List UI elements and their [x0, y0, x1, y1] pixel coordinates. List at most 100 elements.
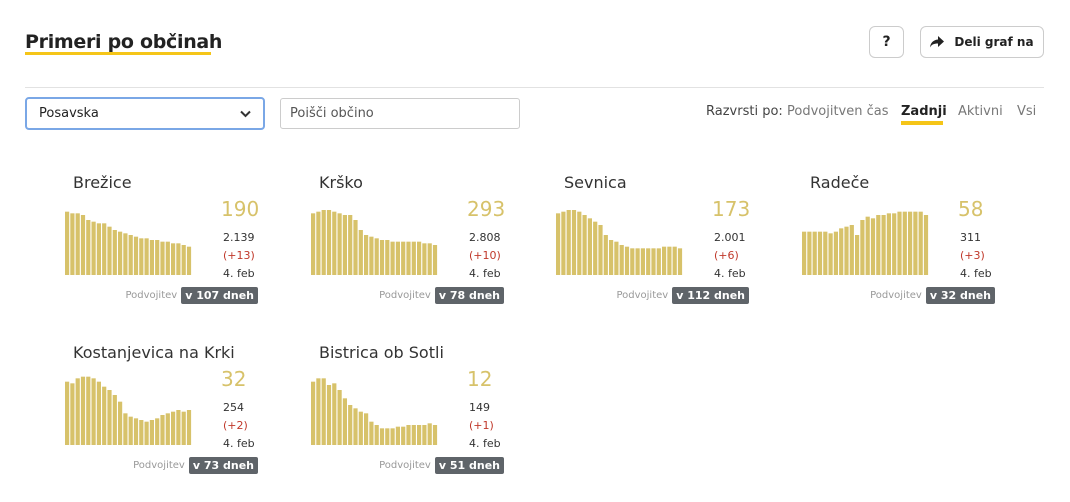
sparkline-bar — [651, 248, 656, 275]
sparkline-bar — [102, 223, 107, 275]
sparkline-bar — [817, 231, 823, 275]
sparkline-bar — [913, 211, 918, 275]
sparkline-bar — [833, 231, 838, 275]
municipality-name: Krško — [319, 173, 363, 192]
sparkline-bar — [886, 213, 891, 275]
doubling-badge: v 32 dneh — [925, 287, 995, 304]
municipality-card[interactable]: Bistrica ob Sotli 12 149 (+1) 4. feb Pod… — [311, 343, 559, 493]
sparkline-bar — [348, 215, 353, 275]
sparkline-bar — [379, 240, 385, 275]
sparkline-bar — [155, 418, 160, 445]
sparkline-bar — [102, 386, 107, 445]
sparkline-bar — [118, 231, 123, 275]
help-button[interactable]: ? — [869, 26, 904, 58]
doubling-info: Podvojitev v 73 dneh — [73, 457, 258, 474]
sparkline-bar — [128, 235, 133, 275]
municipality-card[interactable]: Brežice 190 2.139 (+13) 4. feb Podvojite… — [65, 173, 313, 323]
sparkline-bar — [65, 211, 70, 275]
sparkline-bar — [427, 423, 432, 445]
municipality-card[interactable]: Sevnica 173 2.001 (+6) 4. feb Podvojitev… — [556, 173, 804, 323]
sparkline-bar — [432, 245, 438, 275]
sparkline-bar — [427, 243, 432, 275]
sparkline-bar — [186, 410, 192, 445]
sparkline-bar — [390, 428, 395, 445]
municipality-card[interactable]: Radeče 58 311 (+3) 4. feb Podvojitev v 3… — [802, 173, 1050, 323]
sparkline-bar — [417, 241, 422, 275]
sparkline-bar — [401, 426, 406, 445]
latest-date: 4. feb — [960, 267, 992, 280]
sparkline-bar — [107, 226, 112, 275]
sparkline-bar — [656, 248, 661, 275]
sparkline-bar — [181, 411, 186, 445]
sparkline-bar — [897, 211, 902, 275]
region-select[interactable]: Posavska — [25, 97, 265, 130]
sparkline-bar — [566, 210, 571, 275]
sparkline-bar — [326, 385, 332, 445]
sparkline-bar — [411, 425, 416, 445]
municipality-name: Kostanjevica na Krki — [73, 343, 235, 362]
doubling-label: Podvojitev — [870, 290, 922, 301]
sparkline-bar — [892, 213, 897, 275]
sparkline-bar — [316, 211, 321, 275]
share-button[interactable]: Deli graf na — [920, 26, 1044, 58]
doubling-label: Podvojitev — [616, 290, 669, 301]
sort-option-active[interactable]: Aktivni — [958, 104, 1003, 119]
sparkline-bar — [577, 211, 582, 275]
sparkline-bar — [635, 248, 640, 275]
sparkline-bar — [70, 383, 75, 445]
total-cases: 2.808 — [469, 231, 501, 244]
sparkline-bar — [123, 233, 128, 275]
sparkline-bar — [160, 415, 165, 445]
sparkline-bar — [624, 246, 630, 275]
doubling-info: Podvojitev v 78 dneh — [319, 287, 504, 304]
daily-change: (+1) — [469, 419, 494, 432]
sparkline-bar — [411, 241, 416, 275]
sparkline-bar — [321, 210, 326, 275]
chevron-down-icon — [240, 110, 251, 117]
doubling-info: Podvojitev v 51 dneh — [319, 457, 504, 474]
sparkline-bar — [828, 233, 833, 275]
municipality-search-input[interactable] — [280, 98, 520, 129]
active-cases: 293 — [467, 197, 506, 221]
sparkline-bar — [593, 221, 598, 275]
sparkline-bar — [91, 378, 96, 445]
sparkline-bar — [369, 236, 374, 275]
sparkline-bar — [86, 220, 91, 275]
sparkline-bar — [406, 425, 411, 445]
municipality-name: Radeče — [810, 173, 870, 192]
doubling-label: Podvojitev — [379, 460, 431, 471]
daily-change: (+13) — [223, 249, 255, 262]
daily-change: (+2) — [223, 419, 248, 432]
doubling-badge: v 107 dneh — [181, 287, 258, 304]
sort-option-doubling-time[interactable]: Podvojitven čas — [787, 104, 889, 119]
sparkline-bar — [171, 411, 176, 445]
municipality-card[interactable]: Krško 293 2.808 (+10) 4. feb Podvojitev … — [311, 173, 559, 323]
sparkline-bar — [422, 243, 427, 275]
sort-option-latest[interactable]: Zadnji — [901, 104, 947, 119]
sparkline-bar — [571, 210, 577, 275]
sparkline-bar — [619, 245, 624, 275]
sparkline-chart — [311, 378, 438, 445]
sort-label: Razvrsti po: — [706, 104, 783, 119]
latest-date: 4. feb — [223, 267, 255, 280]
sparkline-bar — [918, 211, 923, 275]
sparkline-chart — [311, 210, 438, 275]
sparkline-bar — [155, 240, 160, 275]
doubling-badge: v 51 dneh — [434, 457, 504, 474]
sparkline-bar — [556, 213, 561, 275]
sparkline-bar — [812, 231, 817, 275]
sparkline-bar — [165, 413, 170, 445]
total-cases: 254 — [223, 401, 244, 414]
sparkline-bar — [91, 221, 96, 275]
region-select-value: Posavska — [39, 106, 99, 121]
total-cases: 149 — [469, 401, 490, 414]
municipality-card[interactable]: Kostanjevica na Krki 32 254 (+2) 4. feb … — [65, 343, 313, 493]
sort-option-all[interactable]: Vsi — [1017, 104, 1037, 119]
sparkline-bar — [86, 376, 91, 445]
sparkline-bar — [364, 413, 369, 445]
latest-date: 4. feb — [469, 267, 501, 280]
share-button-label: Deli graf na — [954, 35, 1034, 49]
share-icon — [930, 36, 945, 48]
sparkline-bar — [75, 378, 80, 445]
sparkline-bar — [908, 211, 913, 275]
